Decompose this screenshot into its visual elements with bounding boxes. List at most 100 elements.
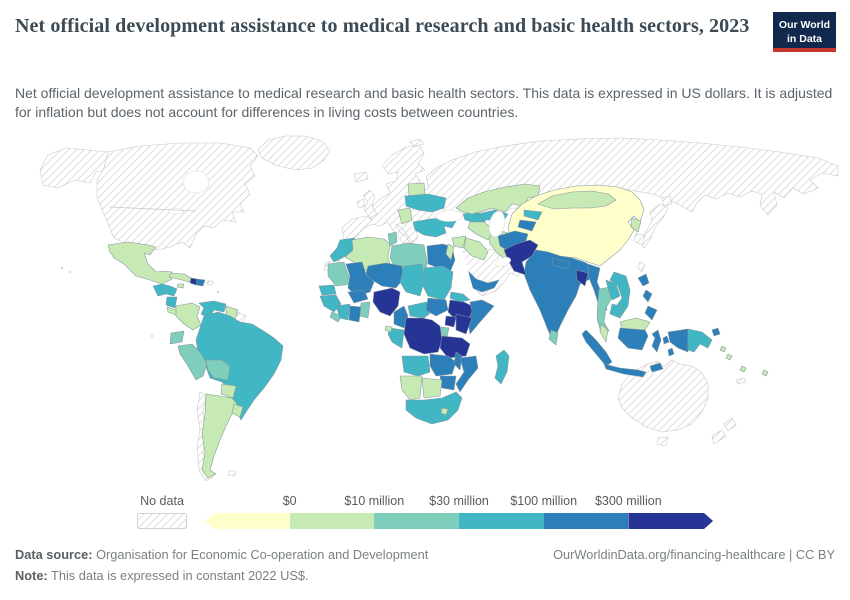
- region-kalimantan[interactable]: [617, 327, 649, 351]
- no-data-swatch[interactable]: [137, 513, 187, 529]
- region-malawi[interactable]: [453, 351, 463, 371]
- region-papua-new-guinea[interactable]: [687, 328, 713, 353]
- region-guatemala-honduras[interactable]: [152, 283, 178, 297]
- region-philippines-luzon[interactable]: [637, 273, 650, 287]
- region-chad[interactable]: [399, 263, 425, 297]
- region-burkina-faso[interactable]: [347, 289, 369, 304]
- region-iceland[interactable]: [353, 171, 369, 183]
- region-ireland[interactable]: [356, 198, 366, 209]
- region-zambia[interactable]: [429, 353, 457, 377]
- region-puerto-rico[interactable]: [206, 280, 214, 286]
- region-java[interactable]: [603, 363, 647, 378]
- region-lesotho[interactable]: [440, 407, 449, 416]
- region-timor[interactable]: [649, 362, 664, 373]
- region-zimbabwe[interactable]: [439, 375, 457, 391]
- region-angola[interactable]: [401, 355, 431, 377]
- region-solomon-islands[interactable]: [719, 345, 733, 361]
- region-ukraine[interactable]: [404, 193, 447, 213]
- region-new-zealand-north[interactable]: [723, 417, 737, 432]
- region-uruguay[interactable]: [231, 403, 244, 418]
- region-new-zealand-south[interactable]: [711, 429, 727, 445]
- region-hokkaido[interactable]: [661, 195, 673, 207]
- region-paraguay[interactable]: [220, 383, 237, 399]
- region-colombia[interactable]: [175, 302, 202, 331]
- region-senegal-gambia[interactable]: [318, 284, 337, 296]
- region-kyrgyzstan[interactable]: [523, 209, 543, 221]
- region-taiwan[interactable]: [637, 261, 646, 273]
- region-svalbard[interactable]: [409, 138, 425, 147]
- region-canada-usa[interactable]: [96, 142, 259, 251]
- region-ecuador[interactable]: [169, 330, 185, 345]
- region-pakistan[interactable]: [503, 239, 539, 276]
- region-levant[interactable]: [445, 243, 455, 261]
- region-uk[interactable]: [362, 189, 378, 219]
- region-moluccas[interactable]: [662, 335, 675, 357]
- region-sri-lanka[interactable]: [548, 329, 559, 346]
- region-dominican-republic[interactable]: [195, 278, 206, 287]
- region-tunisia[interactable]: [387, 231, 398, 247]
- legend-segment-2[interactable]: [374, 513, 460, 529]
- region-cote-divoire[interactable]: [335, 303, 351, 321]
- region-drc[interactable]: [403, 317, 443, 355]
- region-argentina[interactable]: [201, 393, 238, 479]
- region-mexico[interactable]: [107, 241, 173, 285]
- region-namibia[interactable]: [399, 375, 423, 401]
- region-new-britain[interactable]: [711, 327, 721, 337]
- region-togo-benin[interactable]: [359, 301, 371, 319]
- region-bangladesh[interactable]: [575, 269, 589, 287]
- owid-logo[interactable]: Our World in Data: [773, 12, 836, 52]
- region-madagascar[interactable]: [494, 349, 510, 385]
- region-mongolia[interactable]: [537, 190, 617, 210]
- region-kenya[interactable]: [455, 313, 473, 335]
- region-bolivia[interactable]: [205, 359, 231, 381]
- region-south-africa[interactable]: [405, 391, 463, 425]
- region-sumatra[interactable]: [581, 329, 613, 367]
- region-nepal[interactable]: [551, 257, 571, 270]
- region-eritrea-djibouti[interactable]: [449, 291, 471, 303]
- region-new-caledonia[interactable]: [735, 377, 747, 385]
- region-mali[interactable]: [345, 261, 375, 297]
- region-somalia[interactable]: [467, 299, 495, 335]
- region-cambodia[interactable]: [609, 303, 625, 319]
- region-iraq[interactable]: [463, 237, 489, 261]
- region-indonesian-papua[interactable]: [667, 328, 689, 353]
- region-nicaragua[interactable]: [165, 296, 178, 309]
- region-south-sudan[interactable]: [425, 297, 449, 317]
- region-niger[interactable]: [365, 262, 405, 289]
- credit-link[interactable]: OurWorldinData.org/financing-healthcare …: [553, 547, 835, 562]
- region-syria[interactable]: [451, 235, 467, 249]
- region-jamaica[interactable]: [176, 283, 185, 289]
- region-peru[interactable]: [177, 343, 208, 381]
- region-cuba[interactable]: [168, 272, 194, 283]
- region-mozambique[interactable]: [455, 355, 479, 393]
- region-philippines-mindanao[interactable]: [644, 305, 658, 321]
- region-north-korea[interactable]: [630, 217, 642, 233]
- region-falkland-islands[interactable]: [227, 470, 237, 477]
- region-gabon-congo[interactable]: [387, 327, 405, 349]
- region-nigeria[interactable]: [372, 287, 401, 317]
- region-venezuela[interactable]: [198, 300, 227, 319]
- region-sudan[interactable]: [421, 265, 454, 301]
- legend-segment-1[interactable]: [289, 513, 375, 529]
- region-uganda[interactable]: [444, 315, 457, 328]
- region-equatorial-guinea[interactable]: [384, 325, 393, 333]
- region-south-korea[interactable]: [633, 232, 646, 246]
- legend-segment-0[interactable]: [205, 513, 290, 529]
- region-philippines-visayas[interactable]: [642, 289, 653, 303]
- region-turkmenistan[interactable]: [467, 221, 495, 241]
- legend-segment-5[interactable]: [628, 513, 713, 529]
- region-japan[interactable]: [639, 203, 669, 249]
- region-sulawesi[interactable]: [651, 329, 662, 353]
- region-fiji[interactable]: [761, 369, 769, 377]
- region-balkans[interactable]: [397, 207, 413, 225]
- region-tajikistan[interactable]: [517, 219, 537, 232]
- region-tanzania[interactable]: [439, 335, 471, 359]
- legend-segment-4[interactable]: [543, 513, 629, 529]
- region-vanuatu[interactable]: [739, 365, 747, 373]
- legend-segment-3[interactable]: [459, 513, 544, 529]
- region-tasmania[interactable]: [656, 436, 669, 447]
- region-ghana[interactable]: [348, 305, 362, 323]
- region-greenland[interactable]: [257, 135, 331, 171]
- region-botswana[interactable]: [421, 377, 443, 399]
- region-malaysia-peninsula[interactable]: [599, 323, 609, 343]
